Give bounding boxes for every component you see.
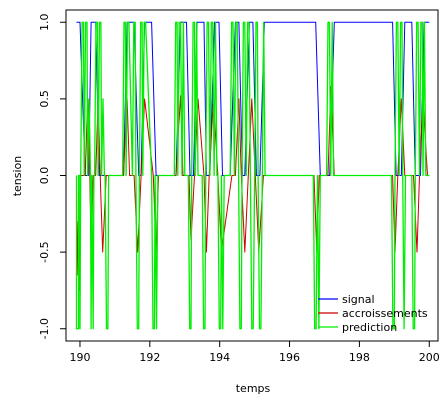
x-axis: 190 192 194 196 198 200: [69, 341, 440, 364]
y-tick-label: 1.0: [38, 14, 51, 32]
x-axis-title: temps: [236, 382, 271, 395]
y-axis-title: tension: [11, 156, 24, 197]
x-tick-label: 194: [209, 351, 230, 364]
y-axis: -1.0 -0.5 0.0 0.5 1.0: [38, 14, 66, 339]
y-tick-label: -0.5: [38, 241, 51, 262]
legend-label-accroissements: accroissements: [342, 307, 428, 320]
legend-label-prediction: prediction: [342, 321, 397, 334]
legend-label-signal: signal: [342, 293, 375, 306]
x-tick-label: 198: [349, 351, 370, 364]
x-tick-label: 192: [139, 351, 160, 364]
series-line-prediction: [75, 21, 430, 330]
series-layer: [75, 21, 430, 330]
y-tick-label: 0.0: [38, 167, 51, 185]
x-tick-label: 196: [279, 351, 300, 364]
x-tick-label: 190: [69, 351, 90, 364]
y-tick-label: -1.0: [38, 318, 51, 339]
y-tick-label: 0.5: [38, 90, 51, 108]
x-tick-label: 200: [419, 351, 440, 364]
